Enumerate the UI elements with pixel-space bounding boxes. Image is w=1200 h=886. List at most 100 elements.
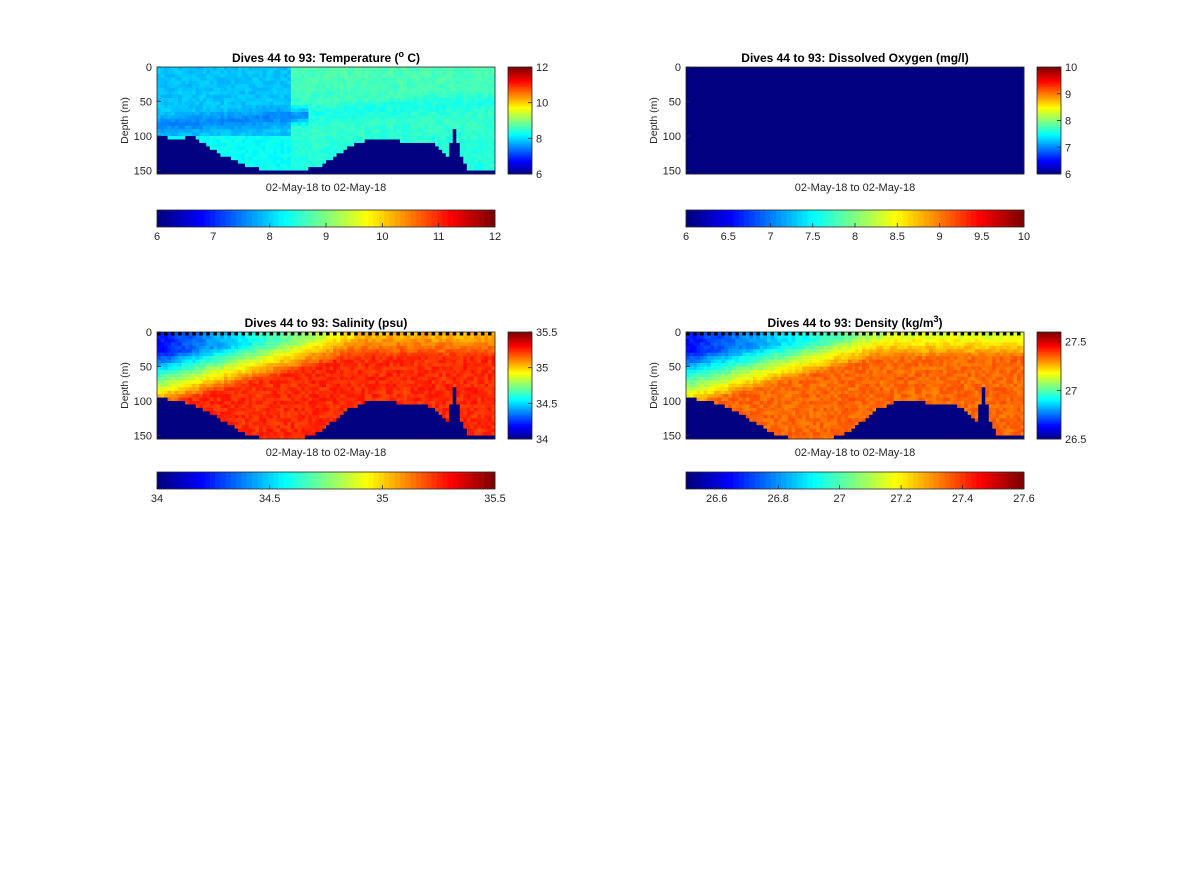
temperature-cell bbox=[209, 73, 214, 78]
temperature-cell bbox=[167, 94, 172, 99]
temperature-cell bbox=[174, 170, 179, 175]
temperature-cell bbox=[178, 142, 183, 147]
temperature-cell bbox=[192, 139, 197, 144]
temperature-cell bbox=[192, 91, 197, 96]
temperature-cell bbox=[206, 125, 211, 130]
temperature-cell bbox=[255, 77, 260, 82]
temperature-cell bbox=[273, 101, 278, 106]
temperature-cell bbox=[230, 115, 235, 120]
temperature-cell bbox=[202, 80, 207, 85]
temperature-cell bbox=[269, 118, 274, 123]
temperature-cell bbox=[164, 73, 168, 78]
temperature-cell bbox=[237, 94, 242, 99]
temperature-cell bbox=[230, 70, 235, 75]
temperature-cell bbox=[241, 101, 246, 106]
temperature-cell bbox=[223, 136, 228, 140]
temperature-cell bbox=[273, 136, 278, 140]
temperature-cell bbox=[202, 67, 207, 71]
temperature-cell bbox=[230, 77, 235, 82]
temperature-cell bbox=[241, 70, 246, 75]
temperature-cell bbox=[195, 132, 200, 137]
temperature-cell bbox=[259, 91, 264, 96]
temperature-cell bbox=[178, 156, 183, 161]
temperature-cell bbox=[195, 84, 200, 89]
temperature-cell bbox=[280, 167, 285, 171]
temperature-cell bbox=[237, 160, 242, 165]
temperature-cell bbox=[192, 146, 197, 151]
temperature-cell bbox=[280, 156, 285, 161]
temperature-cell bbox=[195, 146, 200, 151]
temperature-cell bbox=[181, 67, 186, 71]
temperature-cell bbox=[160, 111, 165, 116]
temperature-cell bbox=[160, 146, 165, 151]
temperature-cell bbox=[276, 146, 281, 151]
temperature-cell bbox=[262, 160, 267, 165]
temperature-cell bbox=[192, 170, 197, 175]
temperature-cell bbox=[280, 67, 285, 71]
temperature-cell bbox=[283, 132, 288, 137]
temperature-cell bbox=[227, 139, 232, 144]
temperature-cell bbox=[202, 104, 207, 109]
temperature-cell bbox=[164, 115, 168, 120]
temperature-cell bbox=[223, 80, 228, 85]
temperature-cell bbox=[206, 87, 211, 92]
temperature-cell bbox=[230, 108, 235, 113]
temperature-cell bbox=[195, 163, 200, 168]
temperature-cell bbox=[188, 73, 193, 78]
temperature-cell bbox=[195, 104, 200, 109]
temperature-cell bbox=[220, 70, 225, 75]
temperature-cell bbox=[157, 115, 161, 120]
temperature-cell bbox=[192, 67, 197, 71]
temperature-cell bbox=[248, 80, 253, 85]
temperature-cell bbox=[259, 87, 264, 92]
temperature-cell bbox=[227, 146, 232, 151]
temperature-cell bbox=[192, 136, 197, 140]
temperature-cell bbox=[188, 67, 193, 71]
temperature-cell bbox=[241, 129, 246, 133]
temperature-cell bbox=[206, 111, 211, 116]
temperature-cell bbox=[181, 146, 186, 151]
temperature-cell bbox=[234, 98, 239, 102]
temperature-cell bbox=[283, 163, 288, 168]
temperature-cell bbox=[157, 84, 161, 89]
temperature-cell bbox=[178, 125, 183, 130]
temperature-cell bbox=[213, 118, 218, 123]
temperature-cell bbox=[209, 87, 214, 92]
temperature-cell bbox=[237, 153, 242, 158]
temperature-cell bbox=[167, 136, 172, 140]
temperature-cell bbox=[262, 139, 267, 144]
temperature-cell bbox=[276, 87, 281, 92]
temperature-cell bbox=[280, 125, 285, 130]
temperature-cell bbox=[185, 94, 190, 99]
temperature-cell bbox=[216, 70, 221, 75]
temperature-cell bbox=[192, 84, 197, 89]
temperature-cell bbox=[164, 98, 168, 102]
temperature-cell bbox=[185, 67, 190, 71]
temperature-cell bbox=[252, 160, 256, 165]
temperature-cell bbox=[283, 80, 288, 85]
temperature-cell bbox=[199, 129, 204, 133]
temperature-cell bbox=[234, 77, 239, 82]
temperature-cell bbox=[199, 125, 204, 130]
temperature-cell bbox=[157, 139, 161, 144]
temperature-cell bbox=[174, 129, 179, 133]
temperature-cell bbox=[262, 125, 267, 130]
temperature-cell bbox=[241, 91, 246, 96]
temperature-cell bbox=[171, 160, 175, 165]
temperature-cell bbox=[248, 149, 253, 154]
temperature-cell bbox=[273, 91, 278, 96]
temperature-cell bbox=[213, 139, 218, 144]
temperature-cell bbox=[259, 101, 264, 106]
temperature-cell bbox=[248, 70, 253, 75]
temperature-cell bbox=[230, 132, 235, 137]
temperature-cell bbox=[252, 153, 256, 158]
temperature-cell bbox=[213, 129, 218, 133]
temperature-cell bbox=[209, 129, 214, 133]
temperature-cell bbox=[262, 156, 267, 161]
temperature-cell bbox=[188, 163, 193, 168]
temperature-cell bbox=[209, 156, 214, 161]
temperature-cell bbox=[171, 98, 175, 102]
temperature-cell bbox=[185, 77, 190, 82]
temperature-cell bbox=[259, 170, 264, 175]
temperature-cell bbox=[167, 163, 172, 168]
